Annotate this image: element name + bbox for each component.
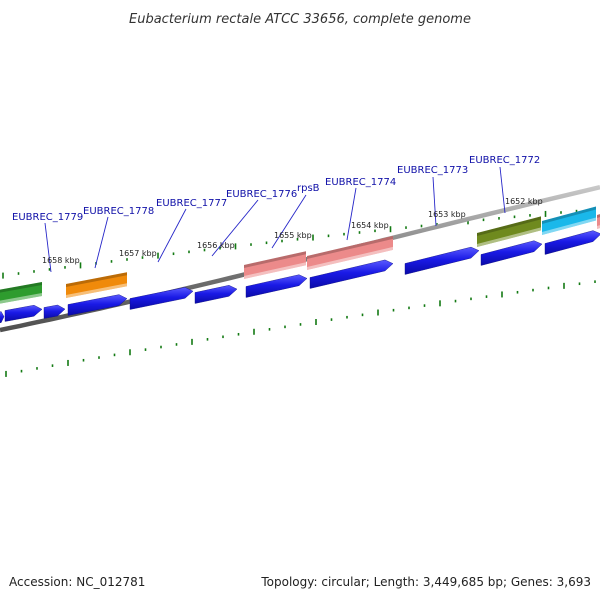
feature-green-shade — [0, 282, 42, 293]
kbp-label: 1652 kbp — [505, 197, 543, 206]
gene-arrow — [404, 246, 480, 275]
feature-pink-3-highlight — [597, 225, 600, 229]
leader-line — [44, 222, 52, 273]
gene-label-rpsb[interactable]: rpsB — [297, 183, 320, 194]
gene-track — [0, 230, 600, 324]
feature-olive-highlight — [477, 227, 541, 247]
kbp-label: 1657 kbp — [119, 249, 157, 258]
gene-label-eubrec-1773[interactable]: EUBREC_1773 — [397, 165, 468, 176]
feature-pink-1-shade — [244, 251, 306, 268]
feature-olive-shade — [477, 216, 541, 236]
feature-green — [0, 282, 42, 304]
feature-cyan-shade — [542, 206, 596, 224]
kbp-label: 1655 kbp — [274, 231, 312, 240]
gene-label-eubrec-1774[interactable]: EUBREC_1774 — [325, 177, 396, 188]
feature-pink-1 — [244, 251, 306, 279]
feature-orange — [66, 272, 127, 298]
feature-pink-1-highlight — [244, 262, 306, 279]
kbp-label: 1653 kbp — [428, 210, 466, 219]
gene-label-eubrec-1772[interactable]: EUBREC_1772 — [469, 155, 540, 166]
kbp-label: 1658 kbp — [42, 256, 80, 265]
feature-pink-3 — [597, 214, 600, 229]
feature-orange-highlight — [66, 283, 127, 298]
inner-tick-track — [5, 280, 596, 377]
gene-arrow — [4, 304, 43, 322]
feature-orange-shade — [66, 272, 127, 287]
gene-arrow — [480, 240, 543, 266]
gene-arrow — [309, 259, 394, 289]
gene-arrow — [544, 230, 600, 255]
gene-label-eubrec-1778[interactable]: EUBREC_1778 — [83, 206, 154, 217]
kbp-label: 1654 kbp — [351, 221, 389, 230]
genome-summary-text: Topology: circular; Length: 3,449,685 bp… — [260, 575, 591, 589]
outer-tick-track — [2, 208, 593, 279]
gene-arrow — [0, 311, 5, 324]
kbp-label: 1656 kbp — [197, 241, 235, 250]
leader-line — [94, 216, 109, 269]
gene-arrow — [129, 287, 194, 310]
feature-cyan — [542, 206, 596, 235]
gene-arrow — [245, 274, 308, 298]
gene-labels: EUBREC_1779 EUBREC_1778 EUBREC_1777 EUBR… — [12, 155, 540, 223]
kbp-labels: 1658 kbp 1657 kbp 1656 kbp 1655 kbp 1654… — [42, 197, 543, 265]
gene-arrow — [67, 294, 128, 316]
leader-line — [499, 166, 506, 214]
leader-line — [346, 187, 357, 241]
leader-line — [211, 199, 259, 257]
accession-text: Accession: NC_012781 — [9, 575, 145, 589]
feature-pink-2-highlight — [307, 246, 393, 270]
gene-label-eubrec-1779[interactable]: EUBREC_1779 — [12, 212, 83, 223]
gene-arrow — [43, 304, 66, 319]
gene-label-eubrec-1777[interactable]: EUBREC_1777 — [156, 198, 227, 209]
label-leaders — [44, 166, 506, 273]
gene-arrow — [194, 285, 238, 304]
feature-pink-2 — [307, 235, 393, 270]
map-title: Eubacterium rectale ATCC 33656, complete… — [129, 12, 471, 27]
feature-pink-2-shade — [307, 235, 393, 259]
gene-label-eubrec-1776[interactable]: EUBREC_1776 — [226, 189, 297, 200]
leader-line — [271, 194, 307, 249]
leader-line — [432, 176, 437, 227]
feature-pink-3-shade — [597, 214, 600, 218]
feature-green-highlight — [0, 293, 42, 304]
leader-line — [157, 208, 187, 263]
feature-cyan-highlight — [542, 217, 596, 235]
feature-olive — [477, 216, 541, 247]
feature-track — [0, 206, 600, 304]
